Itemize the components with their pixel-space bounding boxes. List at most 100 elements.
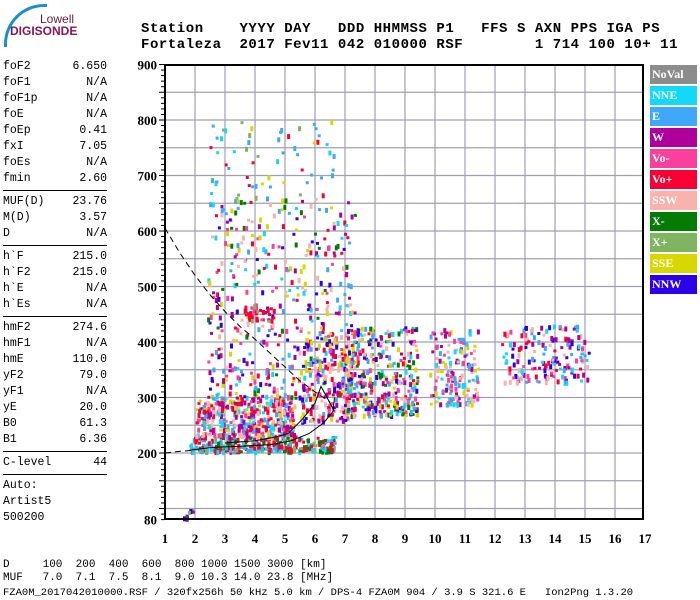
echo-point bbox=[321, 325, 325, 331]
echo-point bbox=[543, 345, 547, 351]
y-tick-label: 80 bbox=[144, 513, 157, 528]
echo-point bbox=[318, 444, 322, 447]
echo-point bbox=[322, 439, 326, 443]
echo-point bbox=[220, 414, 223, 420]
echo-point bbox=[466, 387, 470, 391]
echo-point bbox=[348, 296, 351, 300]
echo-point bbox=[316, 347, 320, 351]
echo-point bbox=[190, 443, 194, 449]
echo-point bbox=[290, 280, 294, 286]
echo-point bbox=[355, 364, 359, 368]
echo-point bbox=[234, 199, 238, 204]
echo-point bbox=[280, 208, 284, 212]
echo-point bbox=[345, 264, 349, 270]
echo-point bbox=[221, 423, 225, 428]
echo-point bbox=[392, 375, 396, 381]
echo-point bbox=[226, 404, 230, 410]
echo-point bbox=[294, 242, 298, 248]
echo-point bbox=[465, 393, 469, 399]
echo-point bbox=[211, 312, 215, 316]
echo-point bbox=[395, 411, 399, 417]
echo-point bbox=[276, 436, 279, 439]
echo-point bbox=[512, 376, 516, 380]
echo-point bbox=[262, 425, 266, 429]
echo-point bbox=[327, 365, 331, 371]
echo-point bbox=[239, 423, 243, 427]
echo-point bbox=[434, 368, 437, 372]
echo-point bbox=[312, 441, 316, 447]
echo-point bbox=[287, 134, 291, 140]
header-values: Fortaleza 2017 Fev11 042 010000 RSF 1 71… bbox=[141, 37, 679, 53]
echo-point bbox=[330, 342, 334, 346]
echo-point bbox=[295, 228, 298, 232]
echo-point bbox=[298, 439, 302, 443]
echo-point bbox=[357, 338, 361, 342]
x-tick-label: 2 bbox=[192, 531, 199, 546]
echo-point bbox=[345, 358, 349, 364]
echo-point bbox=[226, 295, 230, 301]
echo-point bbox=[370, 330, 374, 336]
echo-point bbox=[390, 379, 394, 385]
echo-point bbox=[225, 397, 229, 400]
echo-point bbox=[387, 412, 391, 418]
echo-point bbox=[336, 297, 340, 303]
echo-point bbox=[531, 356, 535, 362]
echo-point bbox=[410, 373, 414, 379]
echo-point bbox=[342, 266, 345, 272]
echo-point bbox=[228, 363, 232, 369]
echo-point bbox=[466, 401, 470, 407]
echo-point bbox=[247, 425, 251, 429]
echo-point bbox=[310, 382, 314, 386]
echo-point bbox=[208, 403, 212, 406]
echo-point bbox=[221, 433, 225, 439]
echo-point bbox=[252, 440, 256, 444]
echo-point bbox=[310, 419, 314, 422]
echo-point bbox=[214, 298, 218, 303]
echo-point bbox=[531, 341, 535, 347]
echo-point bbox=[433, 385, 437, 391]
legend-item-w: W bbox=[650, 128, 697, 147]
separator bbox=[3, 245, 107, 246]
echo-point bbox=[370, 406, 374, 409]
echo-point bbox=[505, 359, 509, 365]
echo-point bbox=[359, 380, 363, 386]
echo-point bbox=[476, 367, 480, 371]
echo-point bbox=[208, 280, 212, 286]
echo-point bbox=[269, 399, 273, 403]
echo-point bbox=[213, 432, 217, 438]
echo-point bbox=[208, 370, 212, 376]
legend-item-x: X+ bbox=[650, 233, 697, 252]
echo-point bbox=[306, 446, 310, 450]
echo-point bbox=[276, 401, 280, 407]
echo-point bbox=[212, 414, 216, 420]
echo-point bbox=[340, 348, 344, 351]
echo-point bbox=[340, 389, 344, 393]
echo-point bbox=[456, 360, 460, 364]
echo-point bbox=[270, 395, 274, 400]
echo-point bbox=[284, 413, 288, 417]
echo-point bbox=[268, 383, 272, 387]
echo-point bbox=[262, 339, 266, 345]
echo-point bbox=[303, 215, 306, 219]
echo-point bbox=[299, 370, 303, 376]
echo-point bbox=[206, 418, 210, 424]
echo-point bbox=[293, 146, 297, 152]
echo-point bbox=[224, 128, 228, 134]
echo-point bbox=[329, 442, 333, 448]
echo-point bbox=[450, 397, 454, 400]
echo-point bbox=[238, 432, 242, 438]
echo-point bbox=[339, 409, 343, 413]
param-fof2: foF2 6.650 bbox=[3, 59, 107, 75]
echo-point bbox=[250, 406, 254, 412]
echo-point bbox=[347, 395, 351, 399]
echo-point bbox=[245, 226, 248, 232]
echo-point bbox=[218, 315, 222, 321]
echo-point bbox=[451, 378, 455, 381]
echo-point bbox=[386, 340, 390, 344]
echo-point bbox=[230, 208, 234, 214]
echo-point bbox=[303, 418, 307, 424]
echo-point bbox=[258, 448, 262, 452]
echo-point bbox=[397, 347, 400, 353]
echo-point bbox=[345, 333, 349, 337]
echo-point bbox=[267, 416, 271, 422]
